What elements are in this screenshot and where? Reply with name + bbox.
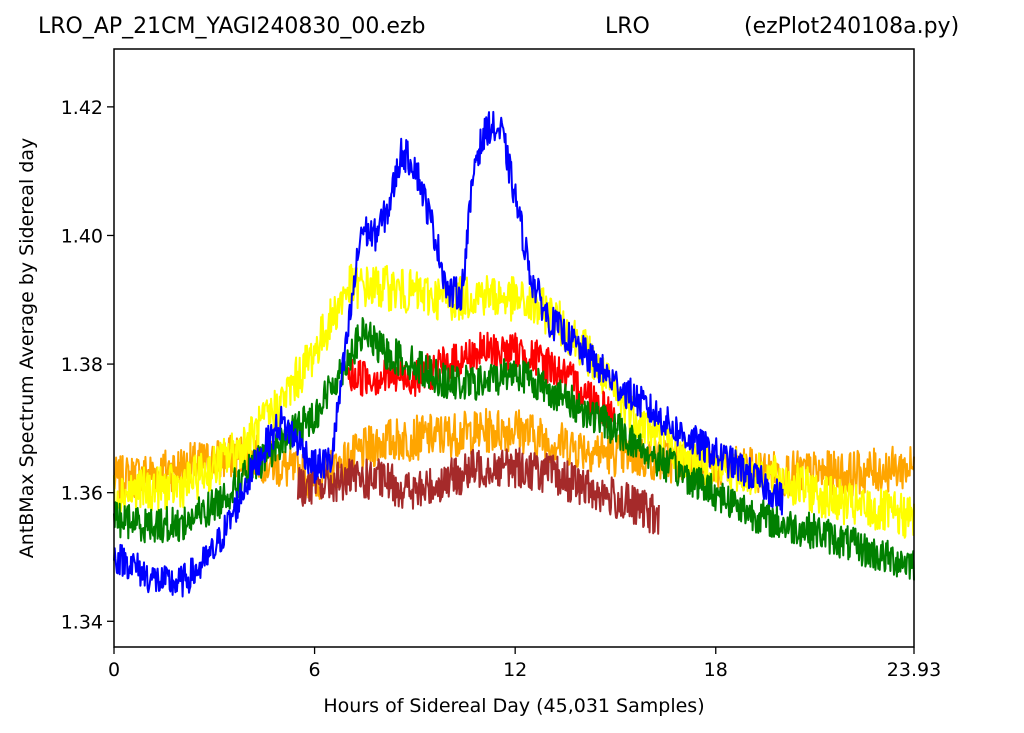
x-axis-label: Hours of Sidereal Day (45,031 Samples)	[323, 695, 704, 717]
series-line	[347, 331, 617, 429]
y-tick-label: 1.36	[61, 483, 103, 505]
y-axis: 1.34 1.36 1.38 1.40 1.42	[61, 97, 114, 633]
series-line	[296, 447, 660, 535]
x-tick-label: 0	[108, 659, 120, 681]
chart-title-filename: LRO_AP_21CM_YAGI240830_00.ezb	[38, 14, 426, 39]
x-tick-label: 18	[704, 659, 728, 681]
x-tick-label: 23.93	[887, 659, 941, 681]
chart-title-script: (ezPlot240108a.py)	[744, 14, 960, 39]
series-line	[113, 110, 784, 598]
series-line	[113, 263, 915, 539]
x-axis: 0 6 12 18 23.93	[108, 647, 941, 681]
y-tick-label: 1.34	[61, 611, 103, 633]
plot-area-frame	[113, 48, 915, 648]
x-tick-label: 12	[503, 659, 527, 681]
x-tick-label: 6	[309, 659, 321, 681]
y-axis-label: AntBMax Spectrum Average by Sidereal day	[16, 138, 38, 558]
y-tick-label: 1.38	[61, 354, 103, 376]
y-tick-label: 1.42	[61, 97, 103, 119]
series-layer	[113, 110, 915, 598]
chart-title-site: LRO	[605, 14, 650, 39]
y-tick-label: 1.40	[61, 225, 103, 247]
